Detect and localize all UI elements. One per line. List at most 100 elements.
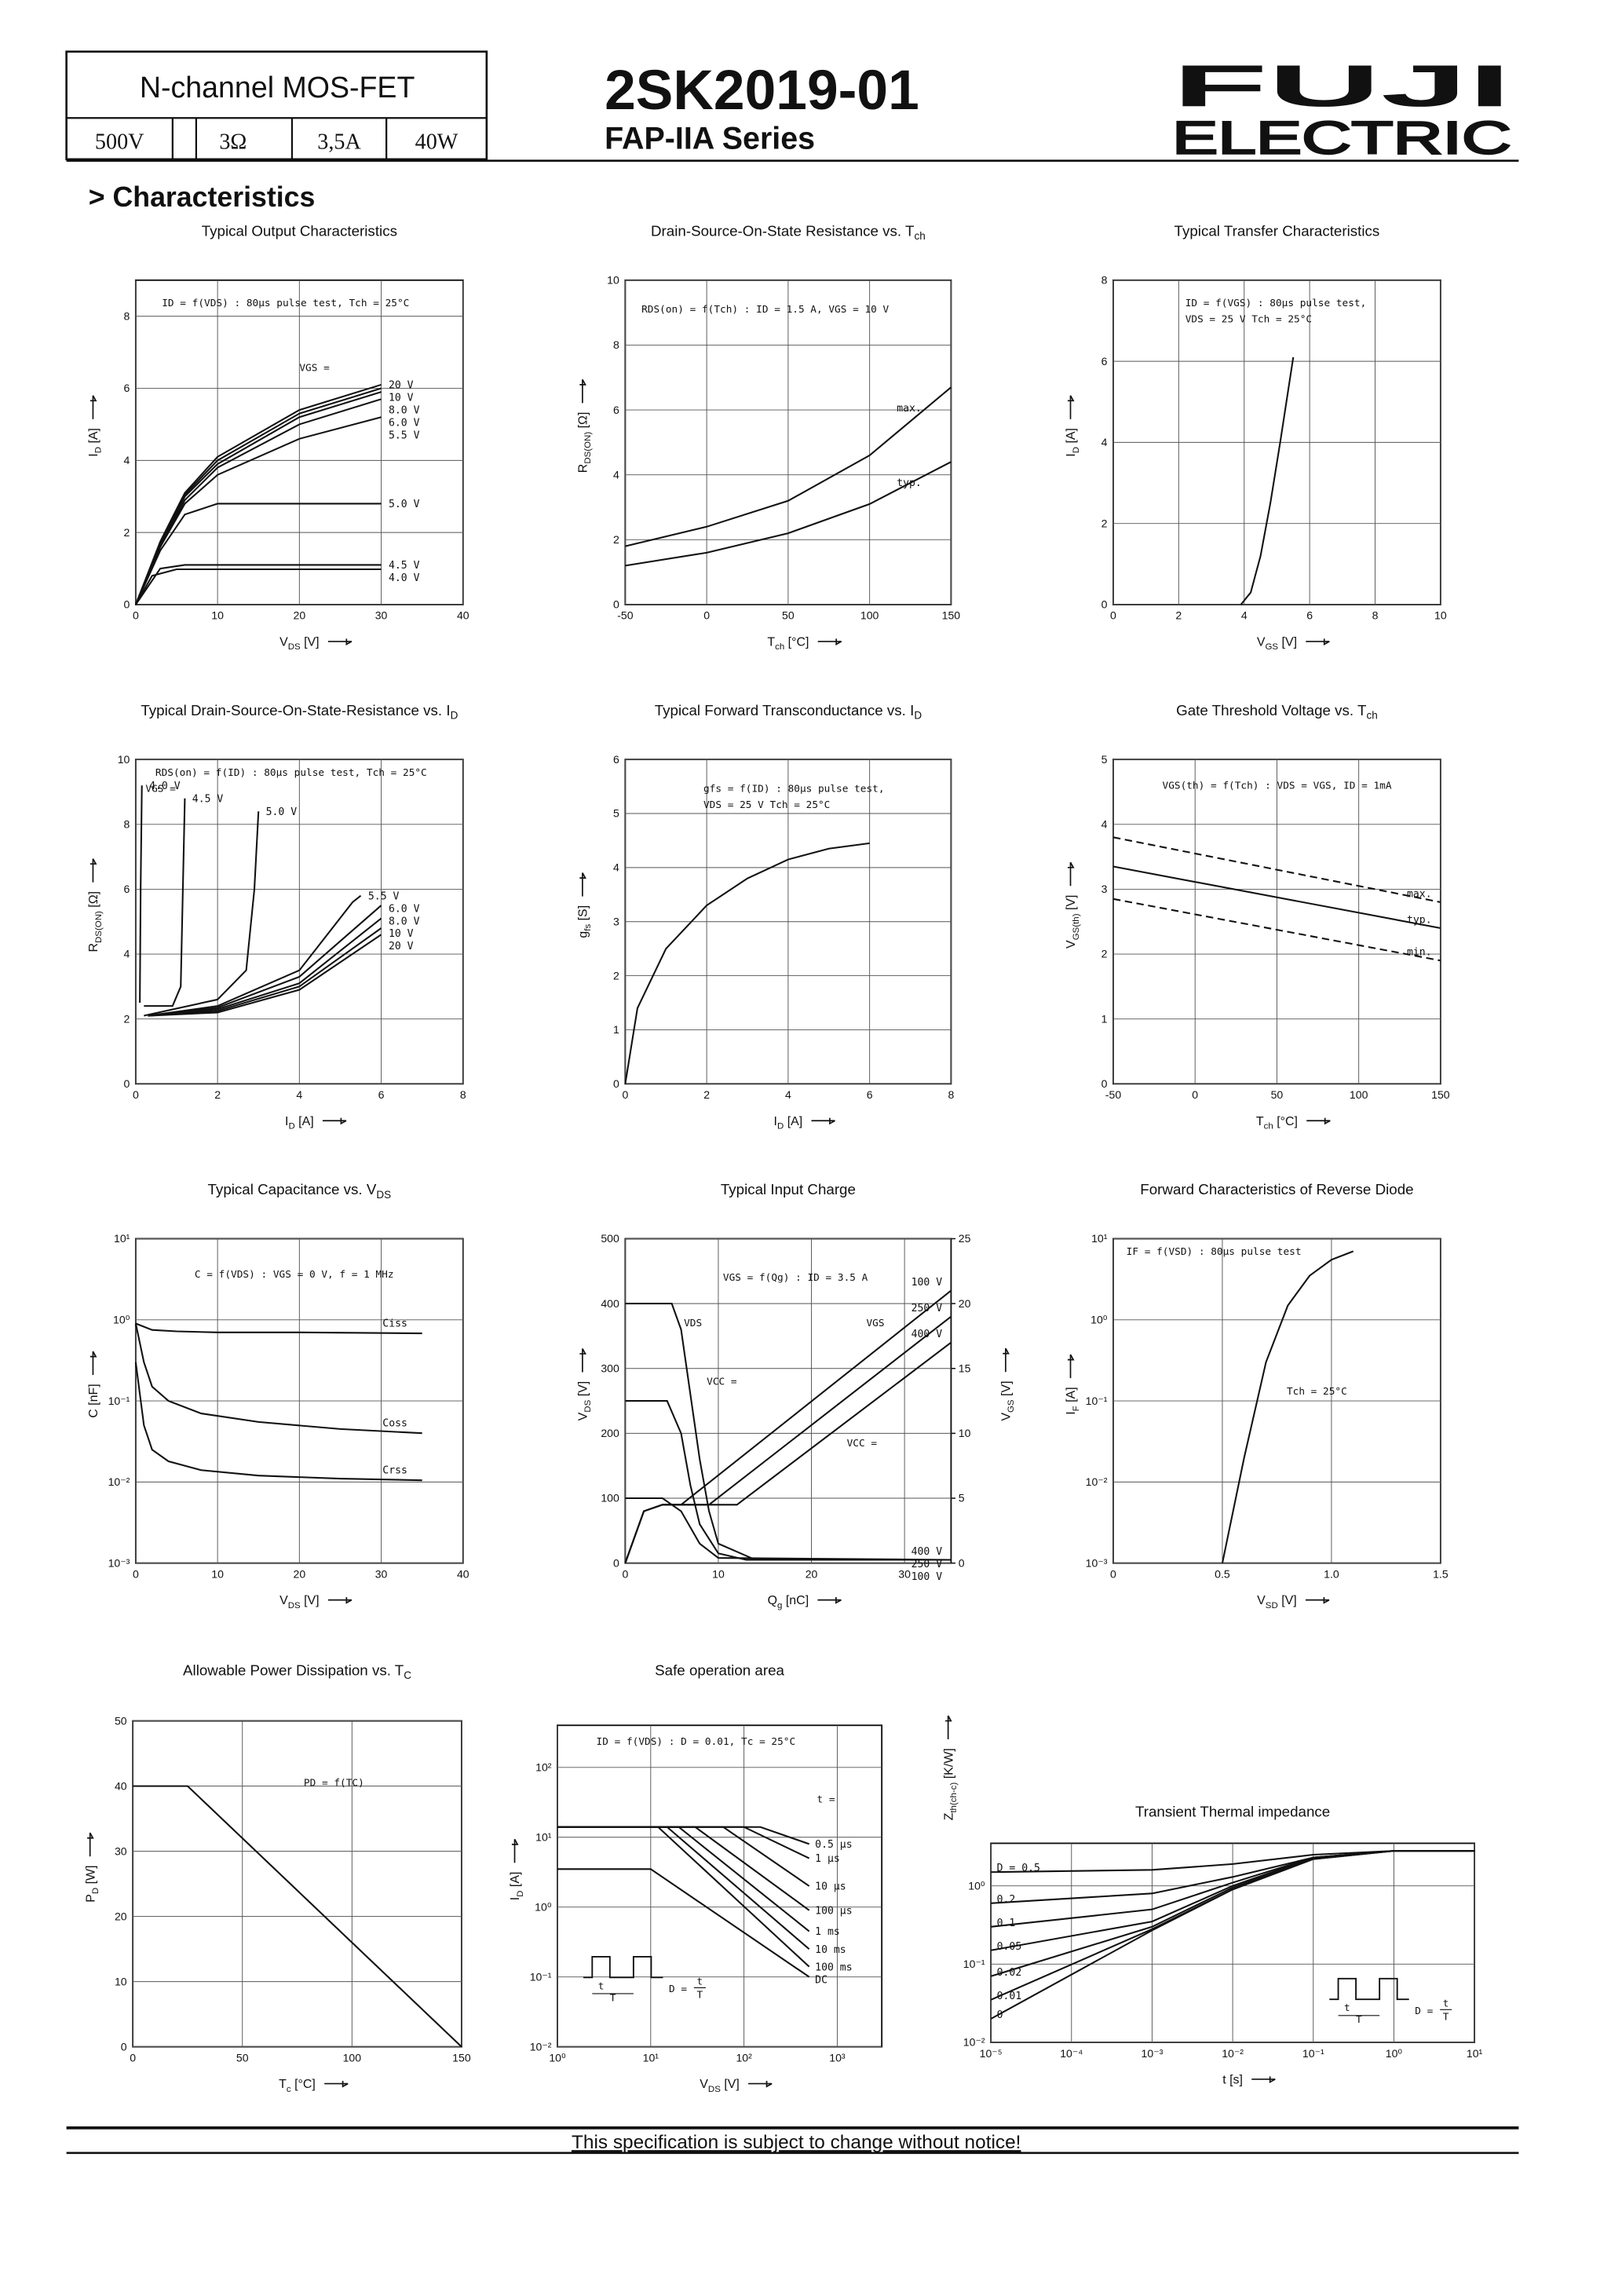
- text-part: Safe operation area: [655, 1662, 784, 1678]
- text-part: Drain-Source-On-State Resistance vs. T: [651, 222, 915, 239]
- subscript: D: [1072, 447, 1081, 453]
- chart-title: Typical Drain-Source-On-State-Resistance…: [141, 702, 458, 722]
- x-tick-label: 40: [457, 1567, 469, 1580]
- y-tick-label: 2: [124, 1012, 130, 1025]
- rating-box: [65, 50, 488, 161]
- subscript: ch: [775, 642, 784, 652]
- series-label: 4.0 V: [149, 781, 181, 792]
- curve: [624, 1289, 952, 1563]
- axis-arrow-head: [87, 1832, 94, 1839]
- x-axis-label: VDS [V]: [700, 2078, 740, 2094]
- x-tick-label: 20: [294, 1567, 306, 1580]
- x-tick-label: 0: [622, 1567, 628, 1580]
- part-number: 2SK2019-01: [605, 59, 919, 122]
- y-axis-label: IF [A]: [1065, 1387, 1081, 1414]
- subscript: SD: [1266, 1601, 1278, 1610]
- series-label: 20 V: [389, 941, 414, 952]
- axis-arrow-head: [765, 2080, 773, 2088]
- subscript: D: [94, 447, 104, 453]
- y-tick-label: 10⁻²: [963, 2036, 985, 2049]
- curve: [1240, 356, 1295, 605]
- y-tick-label: 10: [607, 274, 619, 287]
- chart-title: Drain-Source-On-State Resistance vs. Tch: [651, 222, 926, 242]
- y-axis-label: ID [A]: [1065, 428, 1081, 457]
- x-tick-label: 10⁻¹: [1302, 2047, 1324, 2060]
- text-part: I: [87, 453, 100, 456]
- x-tick-label: 2: [703, 1088, 710, 1101]
- series-label: 4.5 V: [192, 793, 224, 805]
- pulse-shape: [583, 1956, 663, 1979]
- chart-title: Forward Characteristics of Reverse Diode: [1140, 1181, 1413, 1197]
- curve: [625, 1497, 952, 1561]
- annotation: VCC =: [847, 1438, 878, 1450]
- curve: [134, 391, 382, 605]
- series-label: 4.5 V: [389, 560, 420, 572]
- y-tick-label: 0: [613, 598, 619, 611]
- annotation: RDS(on) = f(Tch) : ID = 1.5 A, VGS = 10 …: [641, 304, 889, 316]
- series-label: max.: [1407, 888, 1432, 900]
- logo-bottom: ELECTRIC: [1172, 112, 1511, 163]
- x-tick-label: 10¹: [1467, 2047, 1483, 2060]
- subscript: ch: [1264, 1122, 1273, 1132]
- text-part: [V]: [1000, 1380, 1014, 1399]
- y-tick-label: 10¹: [535, 1830, 552, 1843]
- pulse-label: t: [1344, 2002, 1350, 2014]
- chart-title: Typical Forward Transconductance vs. ID: [655, 702, 922, 722]
- y-tick-label: 6: [1101, 355, 1108, 367]
- text-part: Z: [942, 1812, 955, 1820]
- annotation: gfs = f(ID) : 80µs pulse test,: [703, 783, 885, 795]
- text-part: [A]: [1065, 1387, 1078, 1406]
- x-tick-label: 10: [1434, 609, 1447, 622]
- y-tick-label: 6: [613, 753, 619, 766]
- text-part: [nC]: [782, 1594, 809, 1607]
- x-tick-label: 6: [378, 1088, 385, 1101]
- logo-top: FUJI: [1172, 53, 1511, 119]
- axis-arrow-head: [1067, 1354, 1075, 1361]
- series-label: 10 V: [389, 393, 414, 404]
- series-label: D = 0.5: [997, 1863, 1040, 1874]
- series-label: 100 ms: [815, 1961, 852, 1973]
- series-label: 0.1: [997, 1918, 1016, 1929]
- x-tick-label: -50: [1105, 1088, 1122, 1101]
- curve: [135, 564, 382, 605]
- plot-frame: [132, 1720, 462, 2048]
- y-tick-label: 10¹: [1091, 1232, 1108, 1245]
- subscript: ch: [914, 230, 925, 242]
- series-label: 0.2: [997, 1894, 1016, 1906]
- series-label: 10 µs: [815, 1881, 846, 1893]
- y-tick-label: 4: [1101, 817, 1108, 830]
- plot-frame: [624, 1238, 952, 1564]
- curve: [990, 1850, 1475, 2020]
- curve: [148, 917, 382, 1017]
- x-axis-label: Tch [°C]: [767, 636, 809, 653]
- pulse-label: T: [1443, 2011, 1449, 2023]
- subscript: DS: [288, 642, 301, 652]
- y-tick-label: 4: [124, 454, 130, 466]
- y-tick-label: 6: [124, 382, 130, 394]
- axis-arrow-head: [1269, 2076, 1276, 2083]
- y-tick-label: 8: [124, 309, 130, 322]
- y-tick-label: 4: [124, 948, 130, 960]
- y-axis-label: RDS(ON) [Ω]: [87, 891, 104, 952]
- chart-title: Allowable Power Dissipation vs. TC: [183, 1662, 411, 1681]
- axis-arrow-head: [1323, 1596, 1330, 1604]
- curve: [625, 1400, 952, 1561]
- subscript: c: [287, 2085, 291, 2094]
- series-label: 100 µs: [815, 1905, 852, 1917]
- x-tick-label: 10⁰: [1386, 2047, 1403, 2060]
- curve: [134, 383, 382, 605]
- text-part: I: [285, 1115, 288, 1128]
- curve: [557, 1868, 810, 1978]
- text-part: [V]: [1278, 1594, 1297, 1607]
- curve: [135, 1322, 422, 1335]
- text-part: I: [1065, 1411, 1078, 1414]
- x-tick-label: 10²: [736, 2051, 752, 2064]
- pulse-label: t: [598, 1980, 605, 1992]
- series-label: Coss: [382, 1418, 407, 1430]
- series-label: 10 ms: [815, 1944, 846, 1956]
- y-tick-label: 10: [118, 753, 130, 766]
- y-axis-label: PD [W]: [84, 1865, 100, 1902]
- x-tick-label: 1.0: [1324, 1567, 1339, 1580]
- pulse-shape: [1329, 1977, 1409, 2001]
